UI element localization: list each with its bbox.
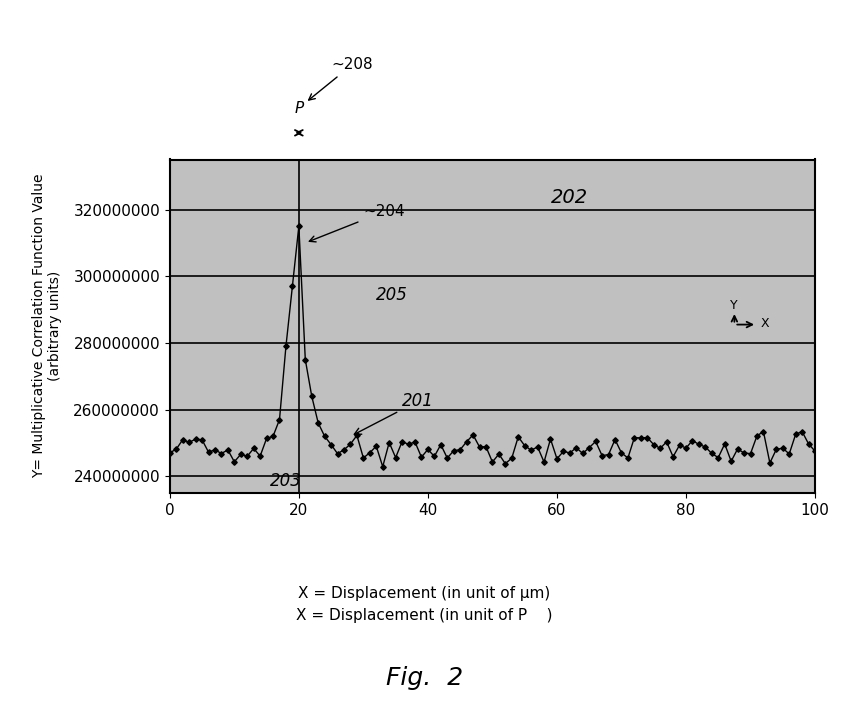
- Y-axis label: Y= Multiplicative Correlation Function Value
(arbitrary units): Y= Multiplicative Correlation Function V…: [32, 174, 62, 479]
- Text: 202: 202: [551, 188, 588, 207]
- Text: ~204: ~204: [309, 204, 405, 242]
- Text: Fig.  2: Fig. 2: [386, 666, 463, 690]
- Text: ~208: ~208: [309, 57, 373, 100]
- Text: 203: 203: [270, 472, 301, 490]
- Text: P: P: [295, 101, 303, 116]
- Text: X = Displacement (in unit of P    ): X = Displacement (in unit of P ): [296, 608, 553, 623]
- Text: Y: Y: [730, 299, 738, 312]
- Text: 205: 205: [376, 286, 408, 304]
- Text: X = Displacement (in unit of μm): X = Displacement (in unit of μm): [298, 586, 551, 601]
- Text: 201: 201: [354, 392, 434, 434]
- Text: X: X: [760, 317, 769, 330]
